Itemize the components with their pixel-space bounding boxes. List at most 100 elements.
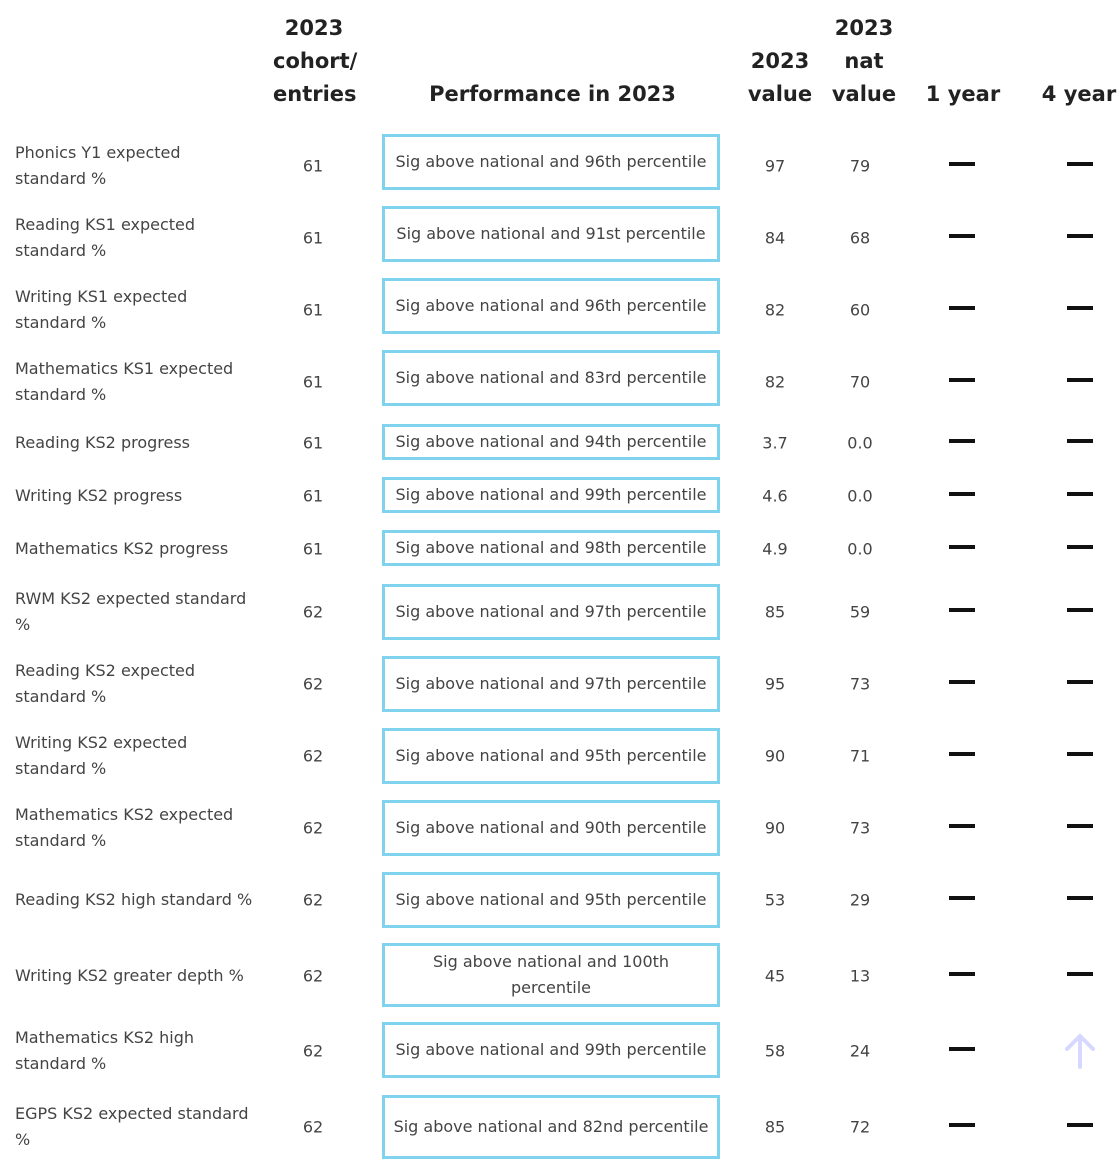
header-four-year: 4 year (1036, 78, 1118, 111)
four-year-no-change-dash (1067, 972, 1093, 976)
table-row: Reading KS2 expected standard % 62 Sig a… (0, 644, 1118, 724)
cohort-value: 62 (302, 818, 324, 838)
header-cohort-line: entries (273, 82, 357, 106)
table-row: Writing KS2 greater depth % 62 Sig above… (0, 936, 1118, 1016)
four-year-no-change-dash (1067, 1123, 1093, 1127)
one-year-no-change-dash (949, 1047, 975, 1051)
row-label: Mathematics KS2 progress (15, 539, 229, 558)
four-year-no-change-dash (1067, 545, 1093, 549)
performance-box: Sig above national and 100th percentile (382, 943, 720, 1007)
table-row: RWM KS2 expected standard % 62 Sig above… (0, 572, 1118, 652)
row-label: Reading KS2 high standard % (15, 890, 253, 909)
row-label: Writing KS2 progress (15, 486, 183, 505)
header-performance: Performance in 2023 (400, 78, 705, 111)
four-year-no-change-dash (1067, 439, 1093, 443)
table-row: EGPS KS2 expected standard % 62 Sig abov… (0, 1087, 1118, 1167)
value-2023: 4.9 (762, 539, 788, 559)
row-label: Mathematics KS1 expected standard % (15, 359, 234, 404)
nat-value-2023: 24 (849, 1041, 871, 1061)
one-year-no-change-dash (949, 972, 975, 976)
one-year-no-change-dash (949, 306, 975, 310)
header-value-line: value (747, 82, 813, 106)
header-four-year-line: 4 year (1041, 82, 1117, 106)
performance-box: Sig above national and 98th percentile (382, 530, 720, 566)
nat-value-2023: 13 (849, 966, 871, 986)
cohort-value: 62 (302, 1117, 324, 1137)
four-year-no-change-dash (1067, 378, 1093, 382)
value-2023: 97 (764, 156, 786, 176)
header-one-year-line: 1 year (925, 82, 1001, 106)
one-year-no-change-dash (949, 162, 975, 166)
nat-value-2023: 29 (849, 890, 871, 910)
header-nat-value: 2023 nat value (828, 12, 900, 111)
table-row: Reading KS2 high standard % 62 Sig above… (0, 860, 1118, 940)
four-year-no-change-dash (1067, 492, 1093, 496)
one-year-no-change-dash (949, 492, 975, 496)
four-year-no-change-dash (1067, 306, 1093, 310)
cohort-value: 61 (302, 228, 324, 248)
performance-box: Sig above national and 95th percentile (382, 728, 720, 784)
four-year-no-change-dash (1067, 752, 1093, 756)
cohort-value: 61 (302, 539, 324, 559)
nat-value-2023: 68 (849, 228, 871, 248)
row-label: Writing KS2 greater depth % (15, 966, 244, 985)
four-year-no-change-dash (1067, 608, 1093, 612)
one-year-no-change-dash (949, 896, 975, 900)
performance-box: Sig above national and 91st percentile (382, 206, 720, 262)
header-nat-value-line: value (831, 82, 897, 106)
value-2023: 85 (764, 602, 786, 622)
table-row: Mathematics KS2 progress 61 Sig above na… (0, 509, 1118, 589)
nat-value-2023: 70 (849, 372, 871, 392)
row-label: Writing KS1 expected standard % (15, 287, 188, 332)
table-row: Phonics Y1 expected standard % 61 Sig ab… (0, 126, 1118, 206)
cohort-value: 61 (302, 433, 324, 453)
one-year-no-change-dash (949, 439, 975, 443)
performance-box: Sig above national and 96th percentile (382, 278, 720, 334)
value-2023: 45 (764, 966, 786, 986)
table-row: Reading KS2 progress 61 Sig above nation… (0, 403, 1118, 483)
cohort-value: 61 (302, 300, 324, 320)
row-label: Phonics Y1 expected standard % (15, 143, 181, 188)
value-2023: 90 (764, 818, 786, 838)
one-year-no-change-dash (949, 378, 975, 382)
cohort-value: 61 (302, 156, 324, 176)
value-2023: 85 (764, 1117, 786, 1137)
nat-value-2023: 72 (849, 1117, 871, 1137)
cohort-value: 62 (302, 674, 324, 694)
cohort-value: 61 (302, 486, 324, 506)
value-2023: 53 (764, 890, 786, 910)
header-nat-value-line: 2023 (834, 16, 894, 40)
header-nat-value-line: nat (844, 49, 884, 73)
nat-value-2023: 0.0 (847, 433, 873, 453)
four-year-no-change-dash (1067, 824, 1093, 828)
nat-value-2023: 71 (849, 746, 871, 766)
one-year-no-change-dash (949, 1123, 975, 1127)
value-2023: 58 (764, 1041, 786, 1061)
row-label: Reading KS1 expected standard % (15, 215, 196, 260)
header-value: 2023 value (742, 45, 818, 111)
nat-value-2023: 0.0 (847, 539, 873, 559)
up-arrow-icon (1065, 1034, 1095, 1069)
four-year-no-change-dash (1067, 680, 1093, 684)
four-year-no-change-dash (1067, 162, 1093, 166)
row-label: RWM KS2 expected standard % (15, 589, 247, 634)
header-cohort: 2023 cohort/ entries (273, 12, 357, 111)
one-year-no-change-dash (949, 234, 975, 238)
row-label: EGPS KS2 expected standard % (15, 1104, 249, 1149)
value-2023: 82 (764, 300, 786, 320)
nat-value-2023: 0.0 (847, 486, 873, 506)
value-2023: 82 (764, 372, 786, 392)
performance-box: Sig above national and 82nd percentile (382, 1095, 720, 1159)
one-year-no-change-dash (949, 545, 975, 549)
performance-box: Sig above national and 95th percentile (382, 872, 720, 928)
one-year-no-change-dash (949, 752, 975, 756)
four-year-no-change-dash (1067, 896, 1093, 900)
value-2023: 90 (764, 746, 786, 766)
nat-value-2023: 59 (849, 602, 871, 622)
header-value-line: 2023 (750, 49, 810, 73)
row-label: Mathematics KS2 expected standard % (15, 805, 234, 850)
performance-box: Sig above national and 99th percentile (382, 1022, 720, 1078)
value-2023: 4.6 (762, 486, 788, 506)
performance-box: Sig above national and 97th percentile (382, 584, 720, 640)
row-label: Writing KS2 expected standard % (15, 733, 188, 778)
